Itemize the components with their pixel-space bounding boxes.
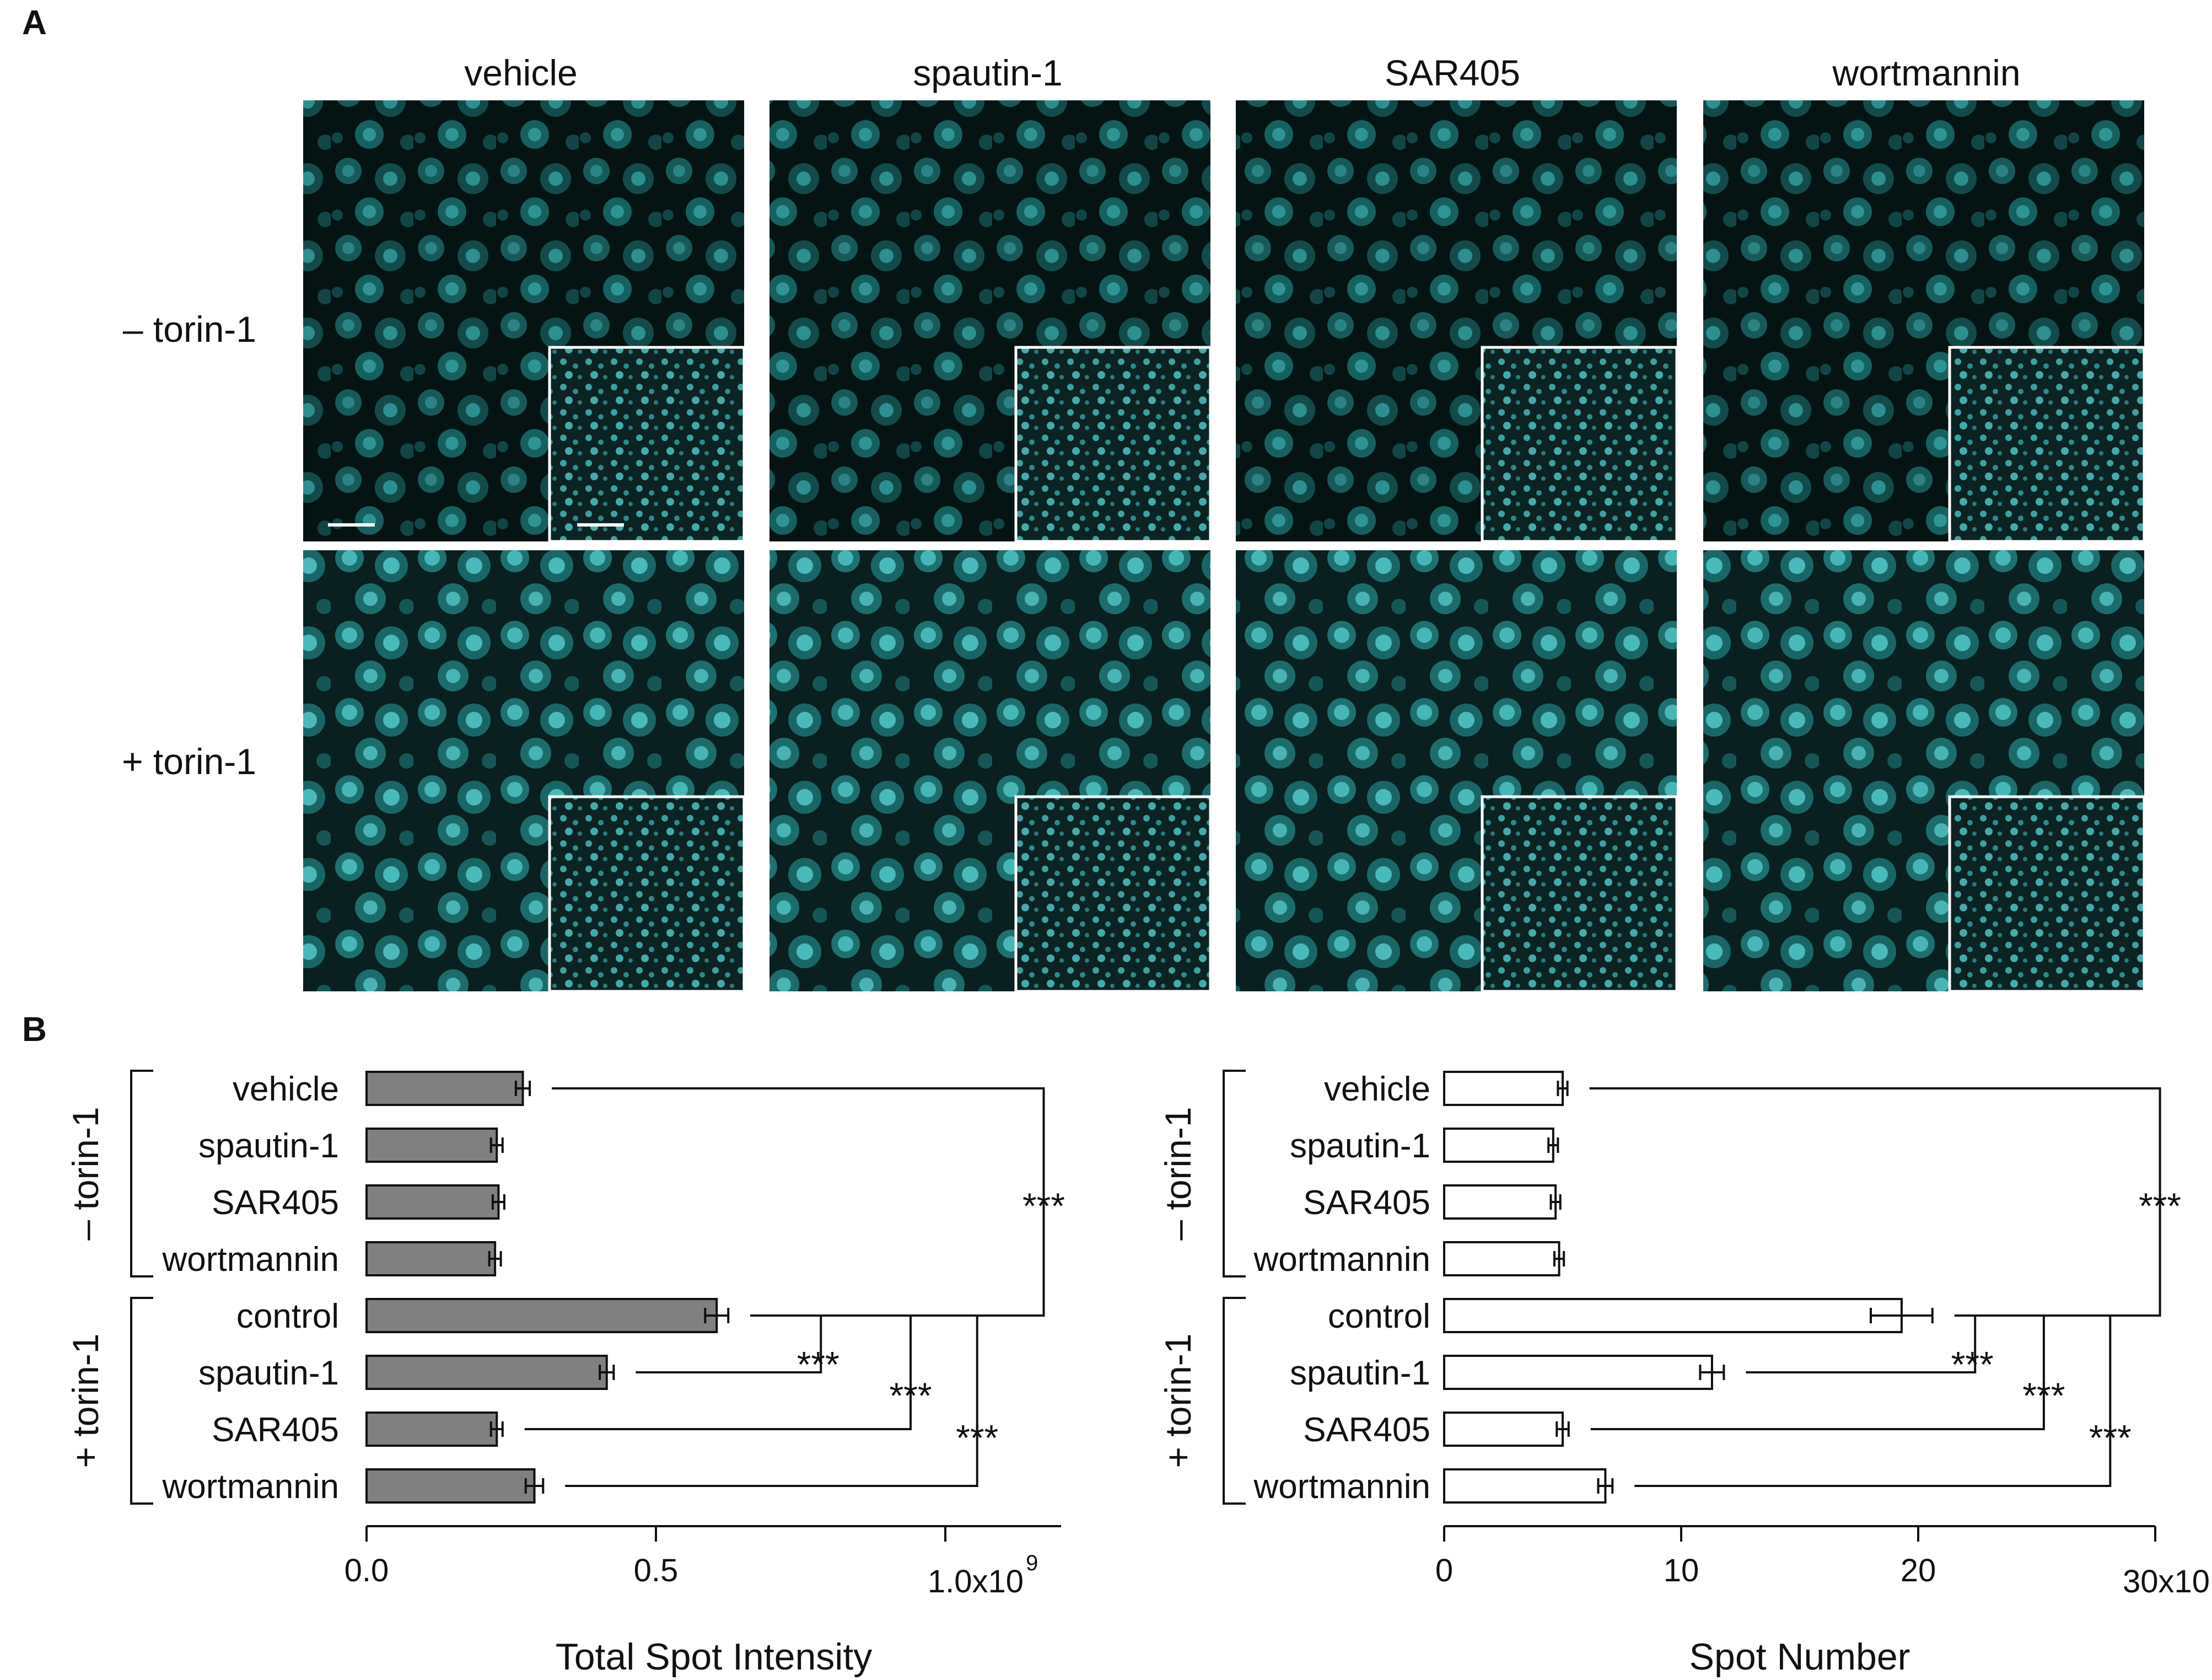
- category-label: control: [236, 1297, 339, 1335]
- col-header-wortmannin: wortmannin: [1832, 52, 2020, 93]
- x-axis-label: Total Spot Intensity: [556, 1636, 873, 1678]
- group-label: – torin-1: [65, 1107, 106, 1240]
- col-header-spautin-1: spautin-1: [913, 52, 1063, 93]
- x-tick-exponent: 9: [1026, 1551, 1038, 1575]
- micrograph-minus-torin-spautin-1: [769, 100, 1212, 543]
- bar: [1443, 1411, 1564, 1447]
- bar: [365, 1241, 497, 1276]
- row-label-plus-torin: + torin-1: [122, 741, 256, 782]
- significance-stars: ***: [889, 1375, 932, 1416]
- category-label: SAR405: [1303, 1184, 1430, 1222]
- bar: [1443, 1128, 1554, 1163]
- panel-a-label: A: [22, 4, 47, 42]
- bar: [1443, 1071, 1564, 1106]
- bar: [1443, 1298, 1903, 1333]
- chart-spot-number: vehicle spautin-1 SAR405 wortmannin control s…: [1158, 1070, 2210, 1678]
- category-label: wortmannin: [162, 1241, 339, 1279]
- panel-b-label: B: [22, 1011, 47, 1049]
- significance-stars: ***: [2139, 1185, 2181, 1226]
- bar: [365, 1411, 498, 1447]
- bar: [365, 1184, 500, 1220]
- category-label: SAR405: [1303, 1411, 1430, 1449]
- category-label: SAR405: [212, 1184, 339, 1222]
- bar: [365, 1128, 498, 1163]
- col-header-vehicle: vehicle: [464, 52, 577, 93]
- row-label-minus-torin: – torin-1: [123, 309, 256, 350]
- bar: [1443, 1355, 1713, 1390]
- category-label: wortmannin: [1253, 1241, 1430, 1279]
- x-tick-label: 0.0: [345, 1553, 389, 1588]
- significance-bracket: [1634, 1314, 2112, 1487]
- significance-bracket: [1589, 1087, 2161, 1317]
- category-label: control: [1328, 1297, 1430, 1335]
- bar: [365, 1468, 536, 1504]
- significance-stars: ***: [797, 1344, 839, 1385]
- category-label: spautin-1: [198, 1354, 339, 1392]
- col-header-sar405: SAR405: [1385, 52, 1520, 93]
- significance-stars: ***: [1022, 1185, 1065, 1226]
- x-axis-label: Spot Number: [1689, 1636, 1910, 1678]
- significance-stars: ***: [956, 1418, 998, 1458]
- group-bracket: [130, 1297, 153, 1505]
- category-label: SAR405: [212, 1411, 339, 1449]
- x-tick-label: 1.0x10: [928, 1564, 1024, 1600]
- category-label: wortmannin: [162, 1468, 339, 1506]
- group-label: – torin-1: [1158, 1107, 1198, 1240]
- group-label: + torin-1: [1158, 1334, 1198, 1468]
- bar: [365, 1355, 608, 1390]
- group-bracket: [130, 1070, 153, 1278]
- bar: [1443, 1241, 1560, 1276]
- category-label: spautin-1: [1290, 1354, 1430, 1392]
- bar: [1443, 1184, 1557, 1220]
- category-label: spautin-1: [198, 1127, 339, 1165]
- significance-bracket: [565, 1314, 978, 1487]
- micrograph-plus-torin-sar405: [1236, 550, 1678, 993]
- micrograph-plus-torin-spautin-1: [769, 550, 1212, 993]
- micrograph-minus-torin-vehicle: [303, 100, 746, 543]
- category-label: spautin-1: [1290, 1127, 1430, 1165]
- x-tick-label: 0: [1435, 1553, 1453, 1588]
- bar: [365, 1071, 524, 1106]
- group-label: + torin-1: [65, 1334, 106, 1468]
- micrograph-plus-torin-wortmannin: [1703, 550, 2146, 993]
- micrograph-minus-torin-wortmannin: [1703, 100, 2146, 543]
- group-bracket: [1223, 1070, 1246, 1278]
- significance-stars: ***: [2022, 1375, 2065, 1416]
- x-tick-label: 20: [1901, 1553, 1936, 1588]
- category-label: wortmannin: [1253, 1468, 1430, 1506]
- x-tick-label: 10: [1664, 1553, 1699, 1588]
- x-tick-label: 30x10: [2123, 1564, 2210, 1600]
- group-bracket: [1223, 1297, 1246, 1505]
- category-label: vehicle: [233, 1070, 339, 1108]
- micrograph-plus-torin-vehicle: [303, 550, 746, 993]
- x-tick-label: 0.5: [634, 1553, 679, 1588]
- bar: [365, 1298, 718, 1333]
- chart-total-spot-intensity: vehicle spautin-1 SAR405 wortmannin control s…: [65, 1070, 1065, 1678]
- bar: [1443, 1468, 1607, 1504]
- micrograph-minus-torin-sar405: [1236, 100, 1678, 543]
- significance-bracket: [552, 1087, 1045, 1317]
- significance-stars: ***: [2089, 1418, 2132, 1458]
- category-label: vehicle: [1324, 1070, 1430, 1108]
- significance-stars: ***: [1951, 1344, 1994, 1385]
